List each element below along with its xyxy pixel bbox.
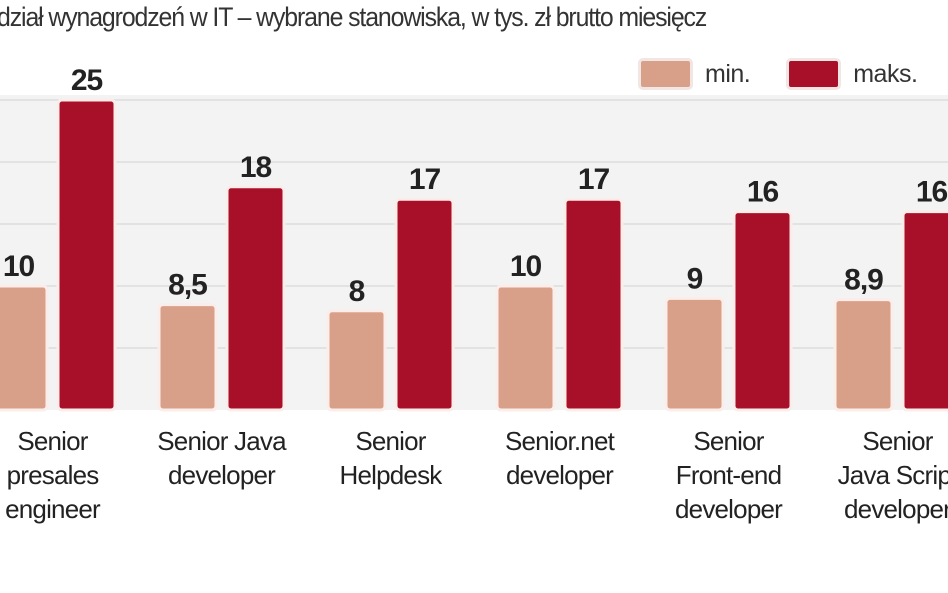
bar-max — [394, 197, 455, 412]
bar-min — [833, 298, 894, 412]
category-label: Senior Java — [157, 426, 287, 456]
data-label: 17 — [578, 163, 610, 196]
data-label: 9 — [687, 262, 703, 295]
bar-max — [732, 210, 793, 412]
category-label: developer — [675, 494, 783, 524]
category-label: developer — [168, 460, 276, 490]
category-label: Senior.net — [505, 426, 616, 456]
bar-min — [495, 284, 556, 412]
bar-max — [563, 197, 624, 412]
data-label: 10 — [3, 250, 35, 283]
plot-background — [0, 95, 948, 410]
data-label: 16 — [916, 176, 948, 209]
category-label: developer — [844, 494, 948, 524]
bar-max — [901, 210, 948, 412]
data-label: 25 — [71, 64, 103, 97]
category-label: Senior — [355, 426, 426, 456]
bar-min — [326, 309, 387, 412]
data-label: 10 — [510, 250, 542, 283]
bar-min — [157, 303, 218, 412]
bar-min — [0, 284, 49, 412]
bar-max — [56, 98, 117, 412]
category-label: Senior — [862, 426, 933, 456]
category-label: Java Script — [838, 460, 948, 490]
legend-swatch-min — [638, 58, 693, 90]
data-label: 17 — [409, 163, 441, 196]
legend-swatch-max — [786, 58, 842, 90]
data-label: 18 — [240, 151, 272, 184]
category-label: developer — [506, 460, 614, 490]
category-label: Senior — [17, 426, 88, 456]
category-label: Front-end — [676, 460, 782, 490]
data-label: 8,9 — [844, 264, 883, 297]
legend: min. maks. — [638, 58, 948, 90]
category-label: presales — [7, 460, 100, 490]
data-label: 8 — [349, 275, 365, 308]
data-label: 16 — [747, 176, 779, 209]
bar-max — [225, 185, 286, 412]
legend-label-max: maks. — [853, 59, 918, 88]
data-label: 8,5 — [168, 269, 207, 302]
category-label: Senior — [693, 426, 764, 456]
category-label: engineer — [5, 494, 101, 524]
bar-min — [664, 296, 725, 412]
category-label: Helpdesk — [340, 460, 444, 490]
legend-label-min: min. — [705, 59, 751, 88]
chart-title: dział wynagrodzeń w IT – wybrane stanowi… — [0, 2, 707, 32]
